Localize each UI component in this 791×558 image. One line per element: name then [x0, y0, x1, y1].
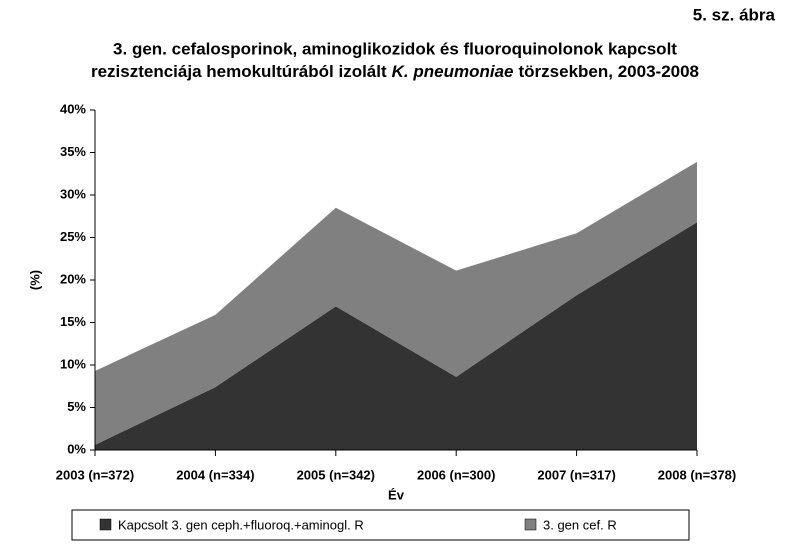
title-part: K. pneumoniae: [392, 62, 514, 81]
figure-label: 5. sz. ábra: [693, 5, 776, 24]
y-tick-label: 15%: [60, 314, 86, 329]
x-tick-label: 2008 (n=378): [658, 467, 736, 482]
x-tick-label: 2003 (n=372): [56, 467, 134, 482]
x-tick-label: 2006 (n=300): [417, 467, 495, 482]
legend-swatch: [524, 518, 537, 531]
legend-label: Kapcsolt 3. gen ceph.+fluoroq.+aminogl. …: [118, 517, 364, 532]
y-tick-label: 10%: [60, 356, 86, 371]
x-tick-label: 2004 (n=334): [176, 467, 254, 482]
chart-title: 3. gen. cefalosporinok, aminoglikozidok …: [113, 39, 677, 58]
legend-box: [71, 509, 690, 541]
y-tick-label: 25%: [60, 229, 86, 244]
x-axis-label: Év: [388, 487, 405, 502]
x-tick-label: 2007 (n=317): [537, 467, 615, 482]
area: [95, 222, 697, 450]
y-tick-label: 20%: [60, 271, 86, 286]
y-tick-label: 30%: [60, 186, 86, 201]
legend-swatch: [99, 518, 112, 531]
chart-title: rezisztenciája hemokultúrából izolált K. …: [91, 62, 699, 81]
x-tick-label: 2005 (n=342): [297, 467, 375, 482]
legend-label: 3. gen cef. R: [543, 517, 617, 532]
title-part: rezisztenciája hemokultúrából izolált: [91, 62, 387, 81]
area: [95, 161, 697, 445]
y-axis-label: (%): [27, 270, 42, 290]
title-part: törzsekben, 2003-2008: [519, 62, 700, 81]
y-tick-label: 5%: [67, 399, 86, 414]
y-tick-label: 35%: [60, 144, 86, 159]
y-tick-label: 40%: [60, 101, 86, 116]
y-tick-label: 0%: [67, 441, 86, 456]
